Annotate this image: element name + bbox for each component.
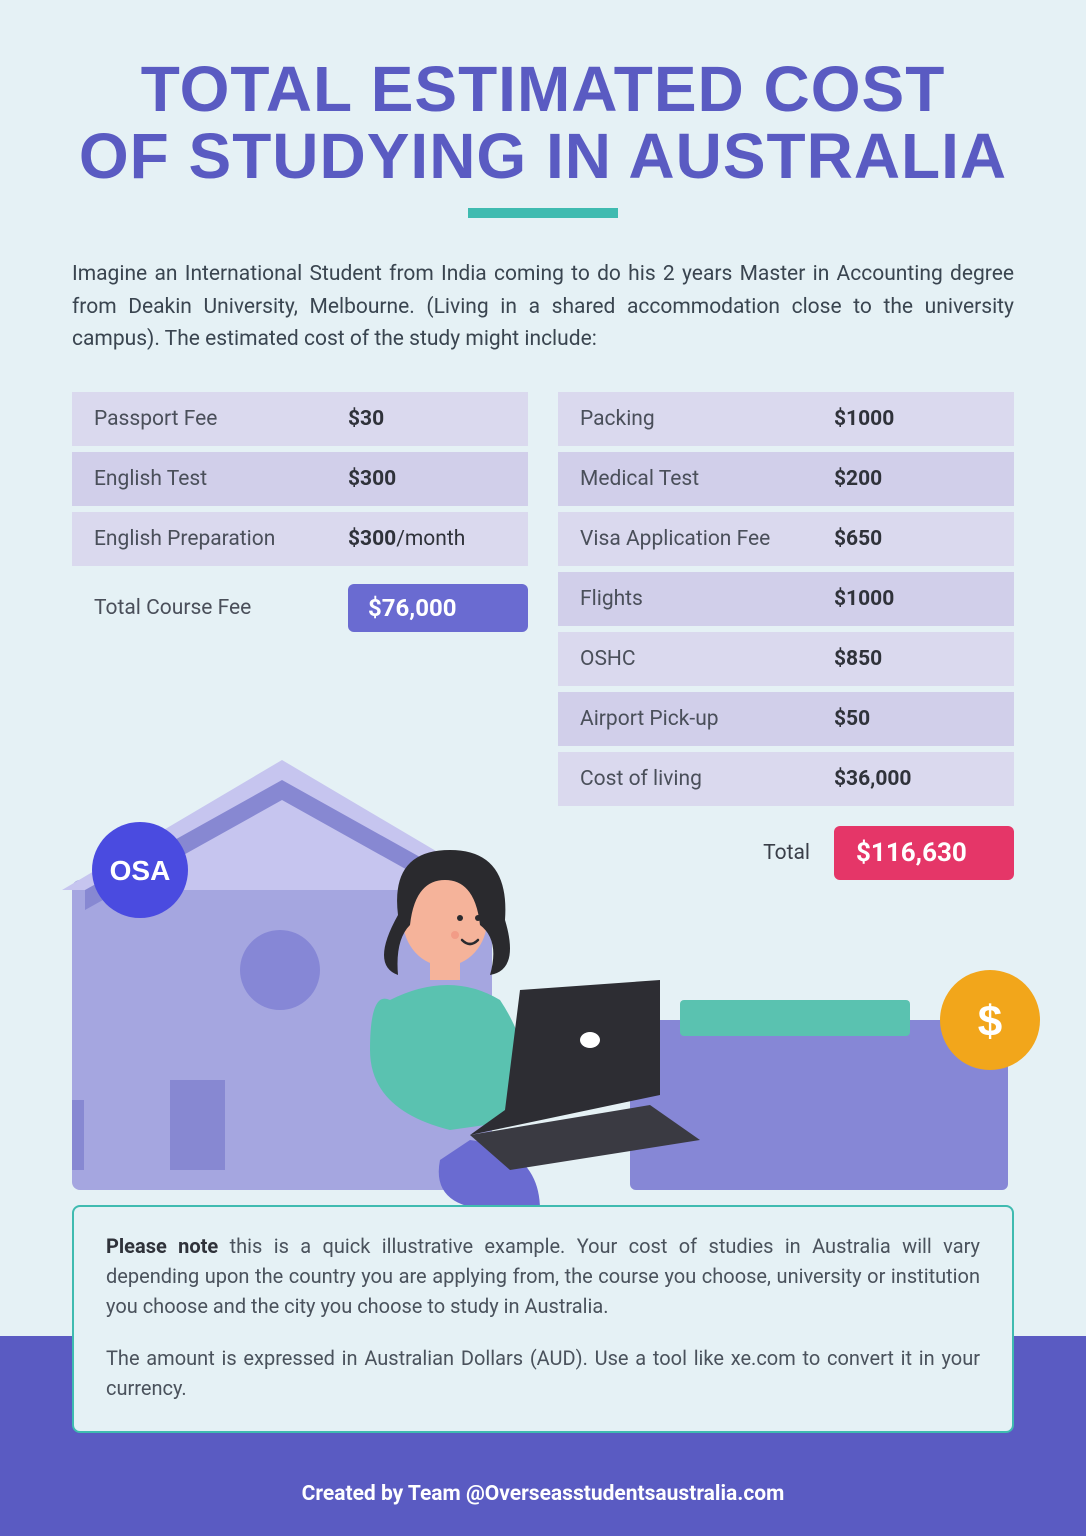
cost-label: Passport Fee [72,407,348,431]
cost-label: OSHC [558,647,834,671]
cost-value: $1000 [834,587,1014,611]
total-value: $116,630 [834,826,1014,880]
intro-paragraph: Imagine an International Student from In… [72,258,1014,356]
note-box: Please note this is a quick illustrative… [72,1205,1014,1433]
cost-value: $50 [834,707,1014,731]
page-title: TOTAL ESTIMATED COST OF STUDYING IN AUST… [72,56,1014,190]
cost-value: $300/month [348,527,528,551]
table-row: OSHC $850 [558,632,1014,686]
cost-label: Flights [558,587,834,611]
title-underline [468,208,618,218]
cost-value: $650 [834,527,1014,551]
left-column: Passport Fee $30 English Test $300 Engli… [72,392,528,880]
note-paragraph-1: Please note this is a quick illustrative… [106,1231,980,1321]
cost-value: $36,000 [834,767,1014,791]
cost-value: $200 [834,467,1014,491]
right-column: Packing $1000 Medical Test $200 Visa App… [558,392,1014,880]
cost-value: $30 [348,407,528,431]
cost-grid: Passport Fee $30 English Test $300 Engli… [72,392,1014,880]
cost-label: Medical Test [558,467,834,491]
cost-value: $300 [348,467,528,491]
cost-value: $850 [834,647,1014,671]
cost-label: English Preparation [72,527,348,551]
note-paragraph-2: The amount is expressed in Australian Do… [106,1343,980,1403]
table-row: Cost of living $36,000 [558,752,1014,806]
table-row: Medical Test $200 [558,452,1014,506]
cost-label: Visa Application Fee [558,527,834,551]
title-line-2: OF STUDYING IN AUSTRALIA [79,120,1007,192]
cost-label: English Test [72,467,348,491]
table-row: Passport Fee $30 [72,392,528,446]
course-fee-value: $76,000 [348,584,528,632]
table-row: Airport Pick-up $50 [558,692,1014,746]
table-row: Visa Application Fee $650 [558,512,1014,566]
cost-label: Packing [558,407,834,431]
total-label: Total [763,841,810,865]
note-strong: Please note [106,1234,218,1258]
title-line-1: TOTAL ESTIMATED COST [141,53,946,125]
dollar-icon: $ [978,997,1002,1046]
total-row: Total $116,630 [558,826,1014,880]
table-row: Packing $1000 [558,392,1014,446]
course-fee-row: Total Course Fee $76,000 [72,584,528,632]
cost-value: $1000 [834,407,1014,431]
cost-label: Cost of living [558,767,834,791]
table-row: English Test $300 [72,452,528,506]
table-row: Flights $1000 [558,572,1014,626]
table-row: English Preparation $300/month [72,512,528,566]
footer-credit: Created by Team @Overseasstudentsaustral… [0,1482,1086,1506]
course-fee-label: Total Course Fee [72,596,348,620]
cost-label: Airport Pick-up [558,707,834,731]
